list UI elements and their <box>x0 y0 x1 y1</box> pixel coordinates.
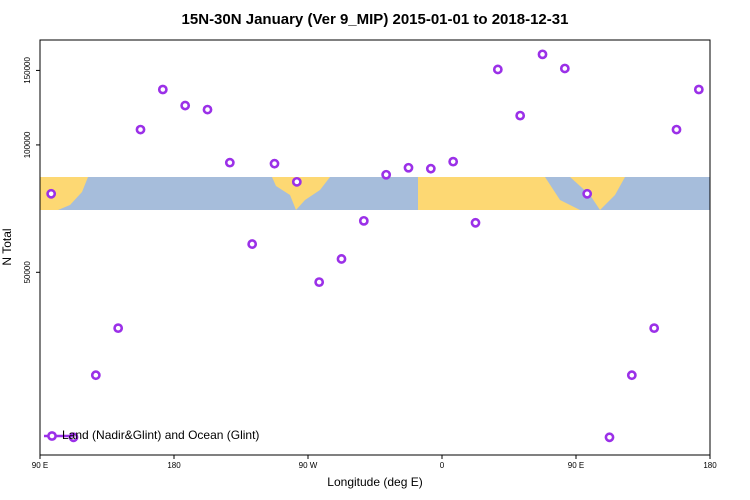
y-tick-label: 50000 <box>23 261 32 284</box>
x-tick-label: 180 <box>167 461 181 470</box>
point <box>113 323 124 334</box>
point <box>626 370 637 381</box>
point <box>403 162 414 173</box>
point <box>559 63 570 74</box>
point <box>180 100 191 111</box>
point <box>448 156 459 167</box>
point <box>202 104 213 115</box>
map-band <box>40 177 710 210</box>
point <box>470 217 481 228</box>
point <box>492 64 503 75</box>
point <box>649 323 660 334</box>
point <box>381 169 392 180</box>
point <box>358 215 369 226</box>
point <box>46 188 57 199</box>
x-tick-label: 90 W <box>299 461 318 470</box>
x-tick-label: 180 <box>703 461 717 470</box>
x-tick-label: 90 E <box>568 461 584 470</box>
x-tick-label: 90 E <box>32 461 48 470</box>
y-tick-label: 150000 <box>23 57 32 84</box>
point <box>314 277 325 288</box>
point <box>269 158 280 169</box>
point <box>157 84 168 95</box>
legend-label: Land (Nadir&Glint) and Ocean (Glint) <box>62 428 259 442</box>
point <box>224 157 235 168</box>
point <box>604 432 615 443</box>
point <box>336 254 347 264</box>
point <box>291 176 302 187</box>
plot-frame <box>39 39 711 456</box>
point <box>90 370 101 381</box>
point <box>247 239 258 249</box>
point <box>135 124 146 135</box>
point <box>671 124 682 135</box>
y-axis-label: N Total <box>0 228 14 265</box>
x-tick-label: 0 <box>440 461 445 470</box>
chart-title: 15N-30N January (Ver 9_MIP) 2015-01-01 t… <box>182 11 569 28</box>
legend-marker <box>47 431 57 441</box>
y-tick-label: 100000 <box>23 131 32 158</box>
point <box>693 84 704 95</box>
point <box>515 110 526 121</box>
x-axis-label: Longitude (deg E) <box>327 475 422 489</box>
point <box>537 49 548 60</box>
point <box>425 163 436 174</box>
point <box>582 188 593 199</box>
